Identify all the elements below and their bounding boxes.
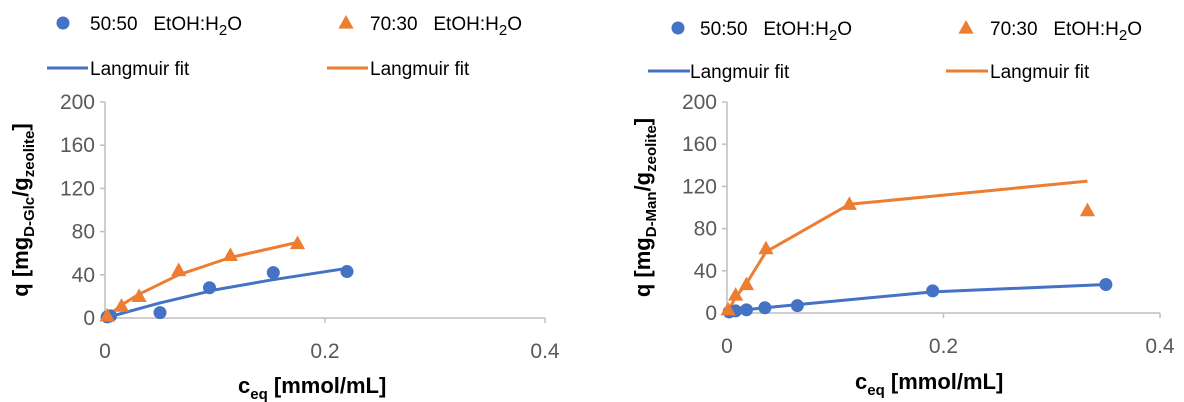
data-point-triangle: [728, 287, 744, 301]
y-title-part: q [mg: [630, 237, 655, 297]
legend-subscript: 2: [1119, 27, 1127, 44]
x-tick-label: 0: [721, 335, 733, 358]
y-tick-label: 200: [60, 91, 95, 114]
y-tick-label: 160: [682, 133, 717, 156]
data-point-circle: [926, 284, 940, 298]
legend-triangle-icon: [338, 15, 354, 29]
y-title-part: ]: [8, 123, 33, 130]
y-axis-title: q [mgD-Man/gzeolite]: [630, 118, 660, 297]
data-point-triangle: [1079, 202, 1096, 217]
legend-subscript: 2: [829, 27, 837, 44]
data-point-circle: [758, 301, 772, 315]
x-title-main: c: [238, 373, 250, 398]
data-point-triangle: [289, 235, 306, 250]
data-point-triangle: [738, 276, 755, 291]
legend-ratio: 50:50: [700, 19, 748, 40]
legend-solvent-tail: O: [1127, 19, 1142, 40]
legend-label: 70:30 EtOH:H2O: [990, 19, 1142, 44]
data-point-triangle: [131, 288, 147, 302]
x-tick-label: 0: [99, 340, 111, 363]
y-tick-label: 120: [60, 177, 95, 200]
legend-label: 70:30 EtOH:H2O: [370, 14, 522, 39]
data-point-triangle: [113, 298, 130, 312]
y-title-part: ]: [630, 118, 655, 125]
data-point-circle: [1099, 278, 1113, 292]
legend-label: Langmuir fit: [370, 59, 470, 80]
data-point-circle: [340, 265, 354, 279]
legend-label: Langmuir fit: [990, 62, 1090, 83]
legend-subscript: 2: [219, 22, 227, 39]
data-point-circle: [203, 281, 216, 295]
y-title-subscript: D-Glc: [21, 197, 38, 237]
x-title-subscript: eq: [867, 382, 885, 399]
legend-solvent-tail: O: [507, 14, 522, 35]
y-title-subscript: D-Man: [643, 191, 660, 237]
data-point-triangle: [171, 262, 187, 277]
y-title-part: /g: [630, 172, 655, 192]
x-title-rest: [mmol/mL]: [885, 369, 1004, 394]
legend-label: Langmuir fit: [690, 62, 790, 83]
y-tick-label: 120: [682, 175, 717, 198]
y-title-subscript: zeolite: [21, 131, 38, 178]
x-title-rest: [mmol/mL]: [268, 373, 387, 398]
legend-ratio: 50:50: [90, 14, 138, 35]
data-point-circle: [739, 303, 753, 317]
y-tick-label: 40: [694, 260, 717, 283]
data-point-circle: [153, 306, 167, 320]
legend-solvent: EtOH:H: [138, 14, 219, 35]
y-tick-label: 200: [682, 91, 717, 114]
x-tick-label: 0.2: [310, 340, 339, 363]
langmuir-fit-line: [726, 283, 1106, 315]
x-tick-label: 0.2: [929, 335, 958, 358]
y-axis-title: q [mgD-Glc/gzeolite]: [8, 123, 38, 296]
legend-solvent: EtOH:H: [748, 19, 829, 40]
y-tick-label: 80: [694, 218, 717, 241]
data-point-triangle: [99, 307, 115, 322]
y-tick-label: 80: [72, 221, 95, 244]
y-title-subscript: zeolite: [643, 125, 660, 172]
legend-ratio: 70:30: [370, 14, 418, 35]
data-point-circle: [790, 299, 804, 313]
x-tick-label: 0.4: [530, 340, 560, 363]
legend-solvent-tail: O: [837, 19, 852, 40]
y-tick-label: 0: [83, 307, 95, 330]
legend-solvent: EtOH:H: [418, 14, 499, 35]
y-title-part: q [mg: [8, 237, 33, 297]
data-point-triangle: [841, 196, 857, 210]
y-title-part: /g: [8, 177, 33, 197]
y-tick-label: 40: [72, 264, 95, 287]
data-point-triangle: [758, 240, 774, 255]
data-point-circle: [266, 266, 280, 280]
y-tick-label: 0: [705, 302, 717, 325]
legend-label: Langmuir fit: [90, 59, 190, 80]
legend-label: 50:50 EtOH:H2O: [700, 19, 852, 44]
legend-solvent-tail: O: [227, 14, 242, 35]
legend-triangle-icon: [958, 20, 974, 34]
legend-subscript: 2: [499, 22, 507, 39]
data-point-triangle: [720, 301, 736, 316]
x-tick-label: 0.4: [1145, 335, 1175, 358]
legend-circle-icon: [56, 16, 70, 30]
y-tick-label: 160: [60, 134, 95, 157]
x-axis-title: ceq [mmol/mL]: [238, 373, 386, 402]
x-axis-title: ceq [mmol/mL]: [855, 369, 1003, 399]
legend-solvent: EtOH:H: [1038, 19, 1119, 40]
x-title-main: c: [855, 369, 867, 394]
legend-ratio: 70:30: [990, 19, 1038, 40]
legend-circle-icon: [671, 21, 685, 35]
x-title-subscript: eq: [250, 386, 268, 402]
legend-label: 50:50 EtOH:H2O: [90, 14, 242, 39]
data-point-triangle: [222, 247, 238, 261]
